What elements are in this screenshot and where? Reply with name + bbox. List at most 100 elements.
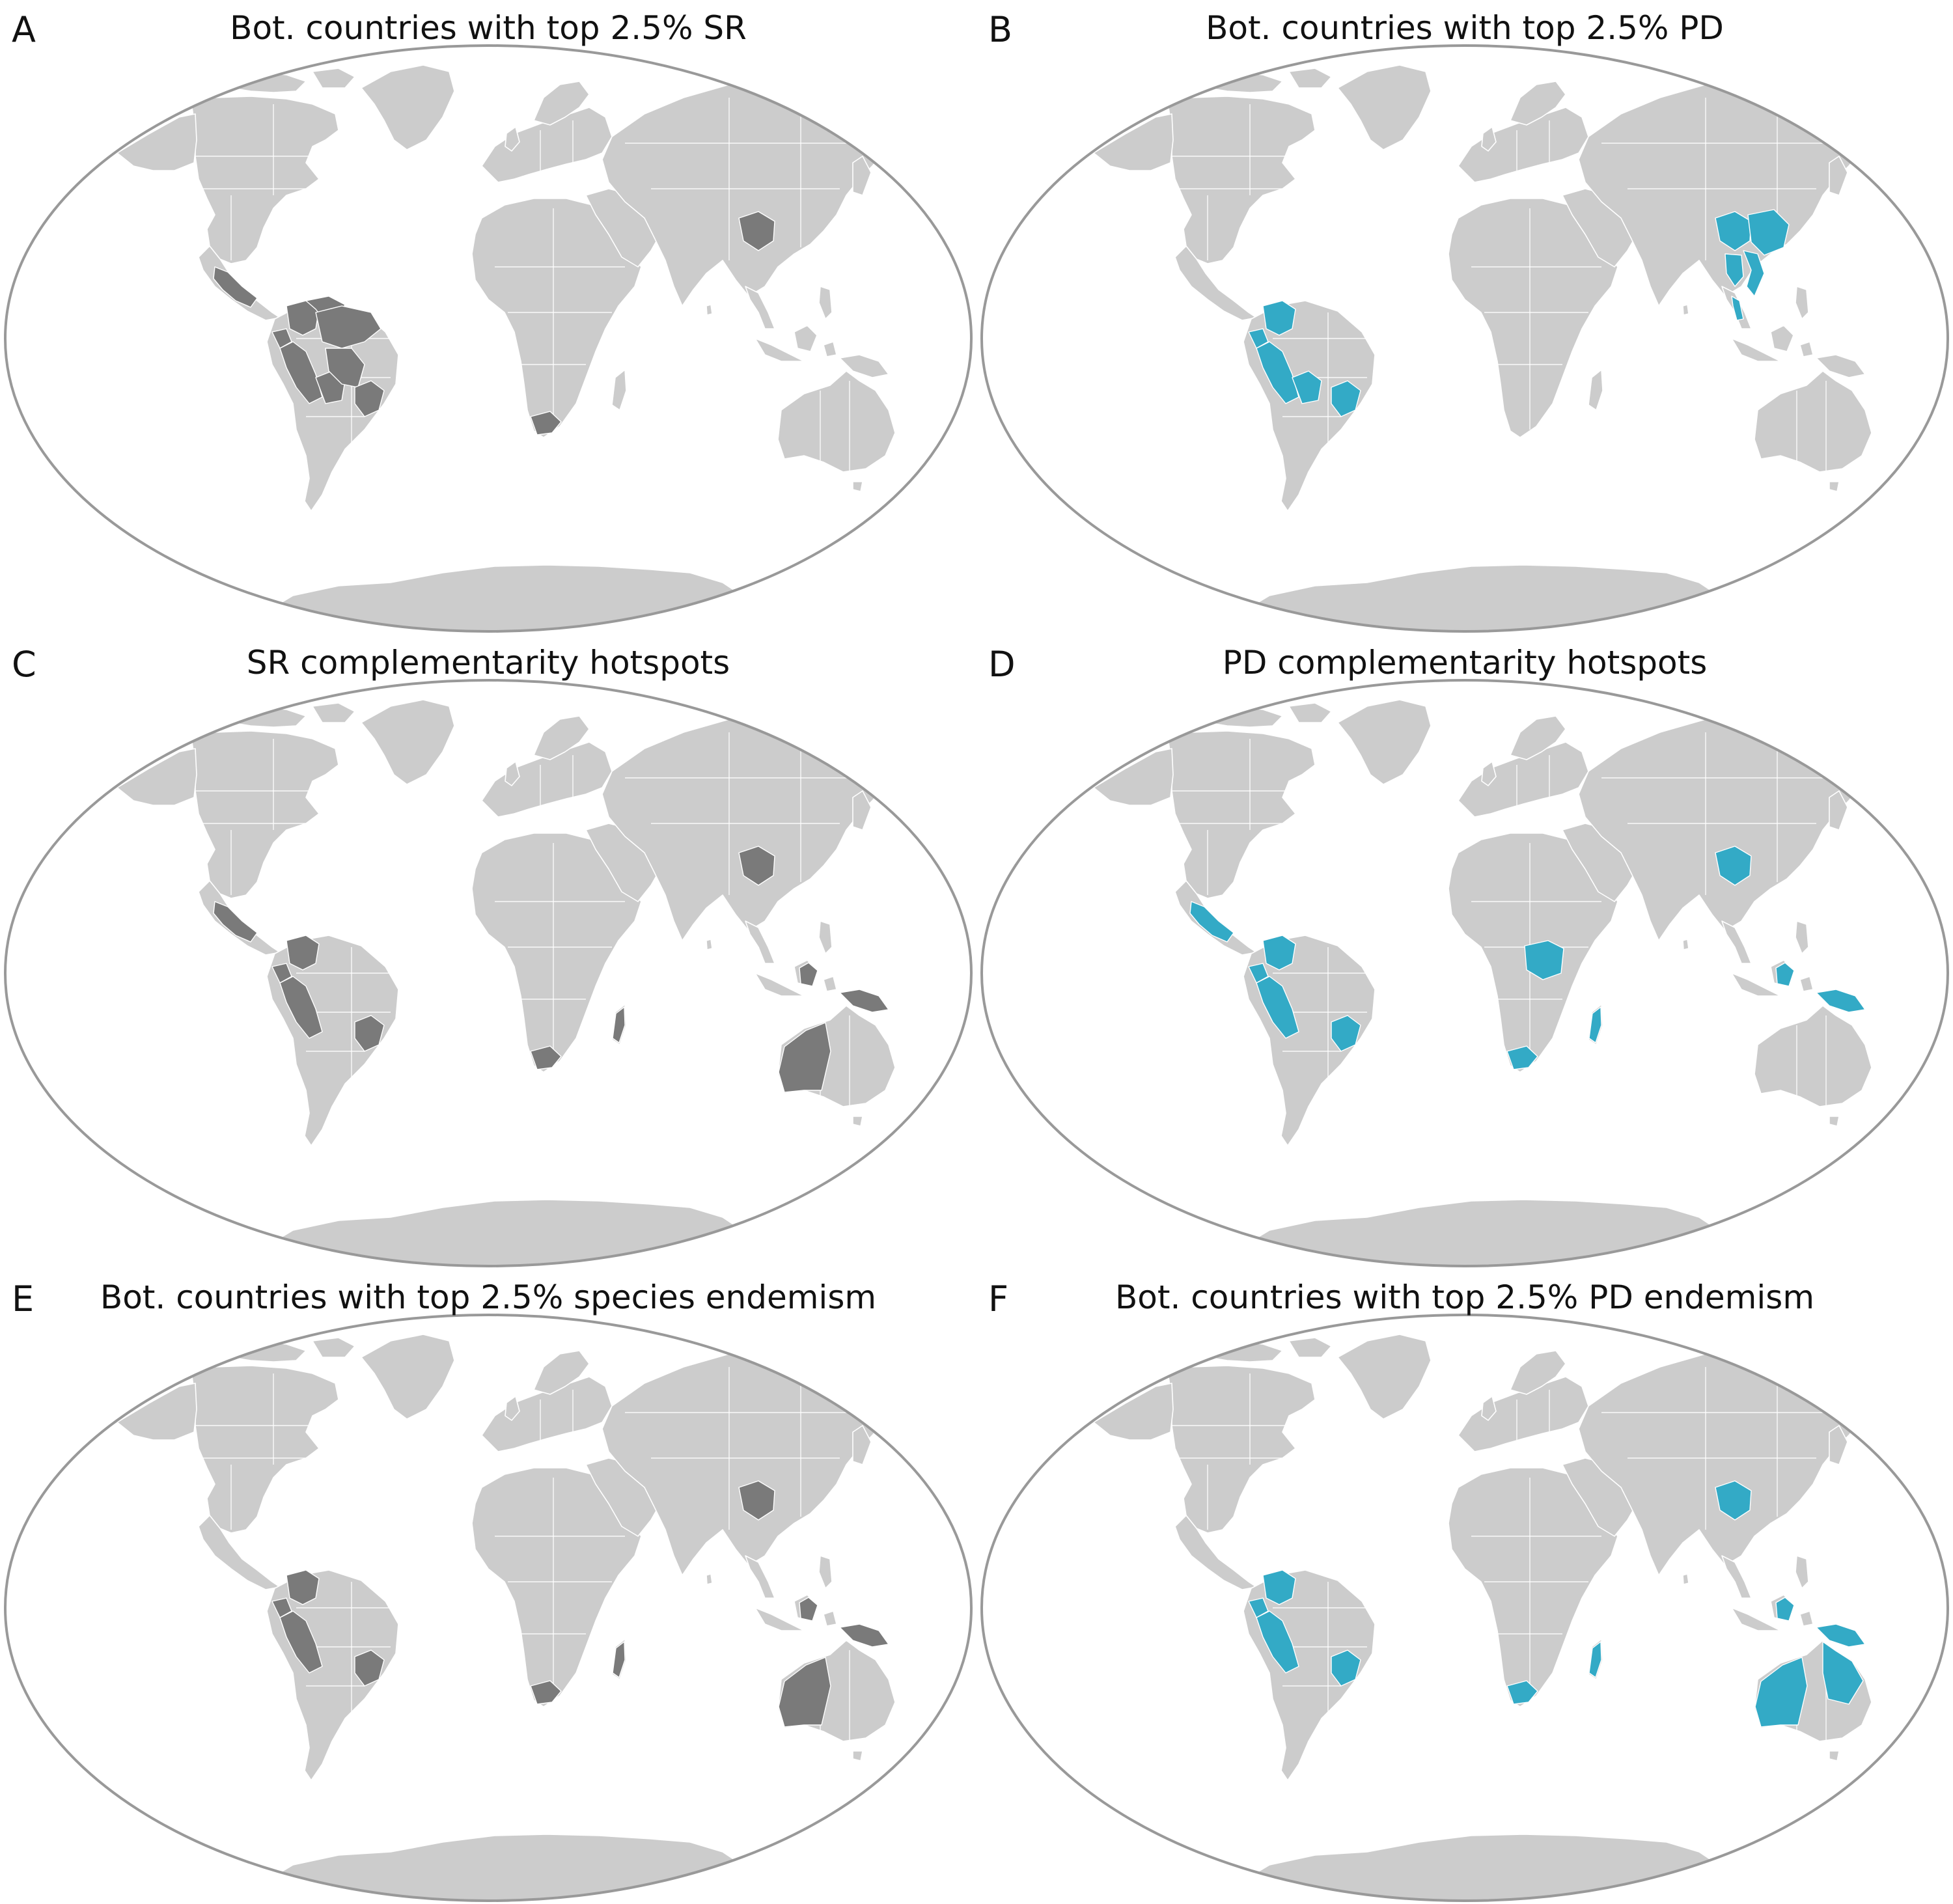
region-brazil-southeast bbox=[354, 1649, 385, 1687]
landmass-uk bbox=[505, 1396, 520, 1421]
region-colombia bbox=[286, 1569, 320, 1605]
region-brazil-southeast bbox=[354, 380, 385, 417]
landmass-greenland bbox=[361, 1334, 455, 1420]
landmass-southeast-asia bbox=[1721, 920, 1752, 964]
landmass-scandinavia bbox=[1510, 1350, 1566, 1395]
landmass-australia bbox=[1754, 1005, 1872, 1107]
landmass-greenland bbox=[361, 64, 455, 150]
region-china-south-central bbox=[738, 211, 775, 251]
region-borneo bbox=[1775, 1597, 1795, 1621]
region-ecuador bbox=[1248, 328, 1269, 349]
map-panel-e: E Bot. countries with top 2.5% species e… bbox=[0, 1269, 976, 1904]
panel-letter: D bbox=[988, 644, 1016, 685]
landmass-scandinavia bbox=[533, 715, 590, 760]
region-mexico-south bbox=[213, 901, 258, 943]
map-panel-a: A Bot. countries with top 2.5% SR bbox=[0, 0, 976, 635]
landmass-australia bbox=[1754, 370, 1872, 473]
region-borneo bbox=[799, 962, 818, 987]
region-china-south-central bbox=[1715, 846, 1752, 886]
landmass-new-zealand bbox=[1899, 1718, 1922, 1763]
landmass-north-america bbox=[191, 96, 339, 264]
landmass-philippines bbox=[1795, 286, 1809, 320]
panel-letter: E bbox=[12, 1278, 35, 1319]
landmass-uk bbox=[505, 126, 520, 152]
landmass-japan bbox=[1829, 790, 1848, 831]
landmass-greenland bbox=[1337, 64, 1432, 150]
region-thailand bbox=[1724, 253, 1744, 287]
region-mexico-south bbox=[213, 266, 258, 308]
region-new-guinea bbox=[839, 1623, 889, 1648]
map-land-layer bbox=[117, 1334, 946, 1901]
region-western-australia bbox=[1754, 1657, 1808, 1728]
map-panel-d: D PD complementarity hotspots bbox=[976, 635, 1953, 1269]
region-madagascar bbox=[612, 1641, 626, 1678]
world-map bbox=[4, 1314, 973, 1902]
map-land-layer bbox=[117, 64, 946, 631]
landmass-scandinavia bbox=[533, 1350, 590, 1395]
panel-letter: C bbox=[12, 644, 36, 685]
region-vietnam bbox=[1743, 250, 1765, 297]
landmass-sri-lanka bbox=[1682, 939, 1689, 950]
region-south-africa-cape bbox=[530, 1045, 562, 1070]
landmass-new-zealand bbox=[1899, 1083, 1922, 1129]
landmass-tasmania bbox=[852, 1116, 863, 1127]
region-ecuador bbox=[1248, 1597, 1269, 1618]
landmass-new-zealand bbox=[922, 448, 946, 494]
map-outline bbox=[980, 679, 1949, 1267]
map-land-layer bbox=[1093, 699, 1922, 1266]
landmass-new-zealand bbox=[1899, 448, 1922, 494]
landmass-indonesia bbox=[755, 1594, 837, 1631]
world-map bbox=[4, 44, 973, 633]
region-brazil-southeast bbox=[1331, 1649, 1361, 1687]
region-borneo bbox=[799, 1597, 818, 1621]
landmass-new-guinea bbox=[1816, 354, 1866, 378]
landmass-antarctica bbox=[260, 1199, 762, 1266]
world-map bbox=[980, 679, 1949, 1267]
landmass-north-america bbox=[1168, 96, 1316, 264]
landmass-philippines bbox=[818, 1555, 833, 1589]
panel-title: PD complementarity hotspots bbox=[1222, 644, 1708, 682]
landmass-alaska bbox=[1093, 113, 1174, 171]
region-ecuador bbox=[271, 1597, 292, 1618]
landmass-alaska bbox=[1093, 1383, 1174, 1441]
region-queensland bbox=[1822, 1641, 1864, 1705]
landmass-indonesia bbox=[755, 325, 837, 362]
landmass-north-america bbox=[1168, 1365, 1316, 1534]
landmass-scandinavia bbox=[1510, 81, 1566, 126]
map-land-layer bbox=[1093, 64, 1922, 631]
landmass-sri-lanka bbox=[1682, 304, 1689, 316]
landmass-sri-lanka bbox=[706, 1573, 713, 1585]
region-mexico-south bbox=[1189, 901, 1234, 943]
region-peru bbox=[279, 976, 323, 1039]
landmass-alaska bbox=[117, 1383, 197, 1441]
region-madagascar bbox=[1588, 1641, 1602, 1678]
region-malaya bbox=[1731, 296, 1744, 321]
region-borneo bbox=[1775, 962, 1795, 987]
landmass-tasmania bbox=[852, 1750, 863, 1761]
landmass-greenland bbox=[1337, 699, 1432, 785]
region-colombia bbox=[1262, 1569, 1296, 1605]
landmass-europe bbox=[481, 741, 613, 818]
landmass-new-zealand bbox=[922, 1718, 946, 1763]
region-colombia bbox=[286, 935, 320, 971]
region-new-guinea bbox=[839, 989, 889, 1013]
region-china-south-central bbox=[738, 1480, 775, 1521]
landmass-new-zealand bbox=[922, 1083, 946, 1129]
landmass-australia bbox=[777, 370, 896, 473]
region-brazil-southeast bbox=[1331, 1015, 1361, 1052]
landmass-sri-lanka bbox=[706, 304, 713, 316]
world-map bbox=[980, 1314, 1949, 1902]
landmass-tasmania bbox=[1829, 1116, 1840, 1127]
panel-letter: A bbox=[12, 9, 36, 50]
region-brazil-southeast bbox=[1331, 380, 1361, 417]
landmass-japan bbox=[852, 790, 872, 831]
map-land-layer bbox=[117, 699, 946, 1266]
region-south-africa-cape bbox=[1506, 1680, 1538, 1705]
panel-title: Bot. countries with top 2.5% PD bbox=[1206, 9, 1724, 47]
landmass-indonesia bbox=[755, 959, 837, 997]
panel-letter: B bbox=[988, 9, 1013, 50]
region-china-south-central bbox=[1715, 211, 1752, 251]
landmass-uk bbox=[505, 761, 520, 786]
region-china-southeast bbox=[1747, 209, 1790, 256]
landmass-scandinavia bbox=[1510, 715, 1566, 760]
